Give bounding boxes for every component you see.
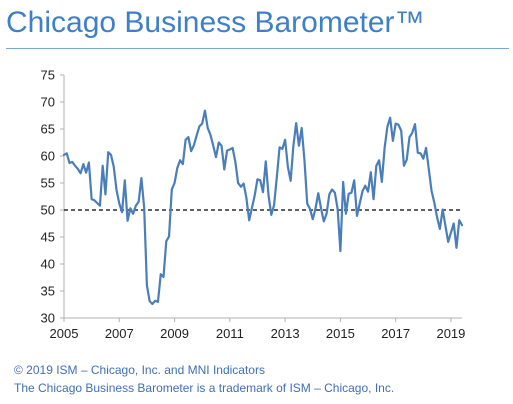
copyright-text: © 2019 ISM – Chicago, Inc. and MNI Indic… — [14, 363, 265, 377]
x-tick-label: 2013 — [271, 326, 300, 341]
x-tick-label: 2011 — [216, 326, 244, 341]
x-tick-label: 2019 — [436, 326, 465, 341]
y-tick-label: 70 — [41, 95, 55, 110]
x-tick-label: 2009 — [160, 326, 189, 341]
x-tick-label: 2015 — [326, 326, 355, 341]
chart-title: Chicago Business Barometer™ — [6, 6, 425, 39]
y-axis: 30 35 40 45 50 55 60 65 70 75 — [41, 68, 65, 326]
y-tick-label: 50 — [41, 203, 55, 218]
y-tick-label: 55 — [41, 176, 55, 191]
y-tick-label: 45 — [41, 230, 55, 245]
series-line — [62, 109, 464, 306]
y-tick-label: 30 — [41, 311, 55, 326]
trademark-text: The Chicago Business Barometer is a trad… — [14, 381, 395, 395]
y-tick-label: 75 — [41, 68, 55, 83]
x-tick-label: 2005 — [50, 326, 79, 341]
plot-marks — [62, 109, 464, 306]
y-tick-label: 65 — [41, 122, 55, 137]
footer: © 2019 ISM – Chicago, Inc. and MNI Indic… — [14, 361, 394, 397]
x-tick-label: 2017 — [381, 326, 410, 341]
title-underline — [6, 48, 509, 49]
y-tick-label: 40 — [41, 257, 55, 272]
x-axis: 2005 2007 2009 2011 2013 2015 2017 2019 — [50, 317, 465, 341]
y-tick-label: 60 — [41, 149, 55, 164]
y-tick-label: 35 — [41, 284, 55, 299]
x-tick-label: 2007 — [105, 326, 134, 341]
